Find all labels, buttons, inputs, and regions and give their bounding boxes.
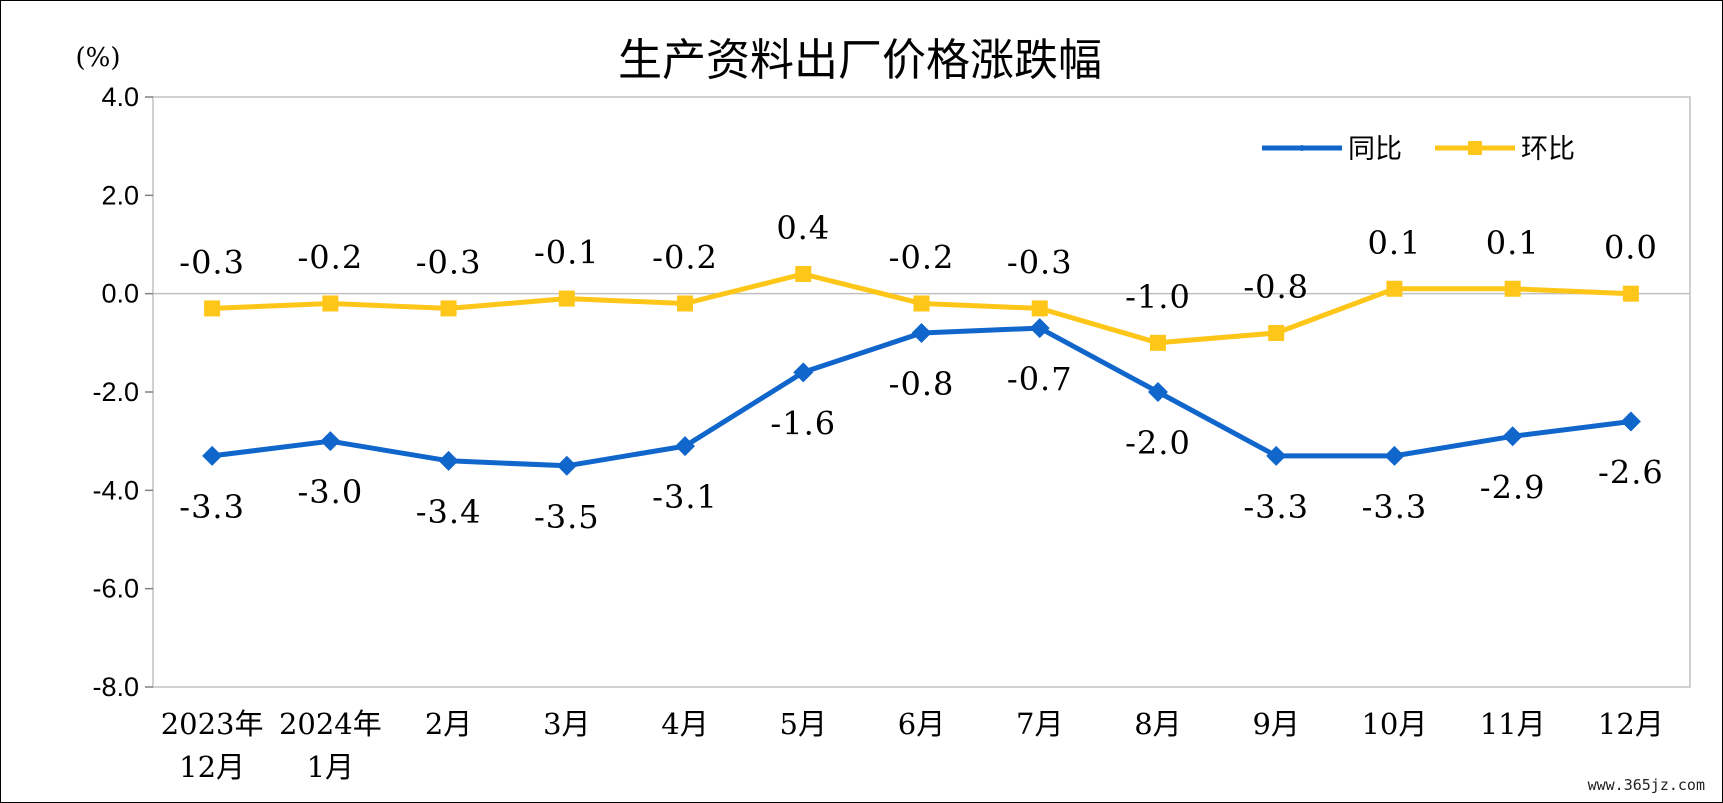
data-point-square [322, 295, 339, 312]
data-point-diamond [202, 445, 223, 466]
legend-item-huanbi: 环比 [1435, 134, 1575, 165]
data-point-diamond [1502, 426, 1523, 447]
y-tick-label: -6.0 [92, 574, 139, 604]
legend: 同比 环比 [1262, 134, 1575, 165]
legend-marker-huanbi [1468, 141, 1482, 155]
data-label: -2.0 [1125, 424, 1191, 462]
data-label: 0.1 [1486, 224, 1540, 262]
data-label: -0.8 [889, 365, 955, 403]
x-tick-label: 5月 [780, 707, 827, 741]
data-point-square [1504, 280, 1521, 297]
x-tick-label: 4月 [661, 707, 708, 741]
y-tick-label: 4.0 [101, 82, 139, 112]
data-point-square [1622, 285, 1639, 302]
data-label: -0.2 [297, 239, 363, 277]
chart-title: 生产资料出厂价格涨跌幅 [618, 35, 1102, 86]
y-tick-label: 0.0 [101, 279, 139, 309]
data-label: -3.3 [179, 488, 245, 526]
x-tick-label: 11月 [1480, 707, 1546, 741]
data-point-diamond [1266, 445, 1287, 466]
data-point-diamond [438, 450, 459, 471]
data-label: -2.9 [1480, 468, 1546, 506]
y-tick-label: 2.0 [101, 180, 139, 210]
data-point-square [558, 290, 575, 307]
x-tick-label: 2月 [425, 707, 472, 741]
y-axis: 4.0 2.0 0.0 -2.0 -4.0 -6.0 -8.0 [92, 82, 153, 702]
data-label: 0.4 [776, 209, 830, 247]
y-axis-unit: (%) [76, 43, 121, 73]
y-tick-label: -8.0 [92, 672, 139, 702]
x-tick-label: 1月 [307, 750, 354, 784]
legend-label-huanbi: 环比 [1521, 134, 1575, 165]
data-label: -0.3 [416, 243, 482, 281]
data-label: -3.4 [416, 493, 482, 531]
data-label: -3.5 [534, 498, 600, 536]
legend-label-tongbi: 同比 [1348, 134, 1402, 165]
x-tick-label: 12月 [1598, 707, 1664, 741]
data-point-diamond [320, 431, 341, 452]
data-point-diamond [911, 323, 932, 343]
data-label: -3.3 [1243, 488, 1309, 526]
legend-item-tongbi: 同比 [1262, 134, 1402, 165]
x-tick-label: 2023年 [161, 707, 264, 741]
x-tick-label: 7月 [1016, 707, 1063, 741]
y-tick-label: -4.0 [92, 475, 139, 505]
data-point-diamond [556, 455, 577, 476]
x-tick-label: 8月 [1134, 707, 1181, 741]
data-label: -1.0 [1125, 278, 1191, 316]
data-point-diamond [1384, 445, 1405, 466]
data-point-square [1268, 325, 1285, 341]
data-point-square [795, 266, 812, 282]
data-point-square [204, 300, 221, 317]
data-label: -1.6 [770, 404, 836, 442]
data-label: -0.8 [1243, 268, 1309, 306]
data-label: -3.1 [652, 478, 718, 516]
data-point-square [913, 295, 930, 312]
data-label: -0.7 [1007, 360, 1073, 398]
data-label: -2.6 [1598, 454, 1664, 492]
x-axis: 2023年 12月 2024年 1月 2月 3月 4月 5月 6月 7月 8月 9月 10月 11月 12月 [161, 707, 1664, 784]
x-tick-label: 3月 [543, 707, 590, 741]
data-point-square [1149, 334, 1166, 351]
data-point-square [1386, 280, 1403, 297]
y-tick-label: -2.0 [92, 377, 139, 407]
data-point-diamond [793, 362, 814, 383]
data-label: 0.0 [1604, 229, 1658, 267]
watermark: www.365jz.com [1588, 776, 1705, 794]
data-label: -0.3 [1007, 243, 1073, 281]
data-label: -0.2 [652, 239, 718, 277]
data-label: 0.1 [1367, 224, 1421, 262]
x-tick-label: 12月 [179, 750, 245, 784]
data-label: -3.0 [297, 473, 363, 511]
x-tick-label: 2024年 [279, 707, 382, 741]
data-label: -0.3 [179, 243, 245, 281]
data-point-diamond [1029, 318, 1050, 339]
data-point-square [1031, 300, 1048, 317]
data-label: -3.3 [1362, 488, 1428, 526]
data-label: -0.2 [889, 239, 955, 277]
data-labels: -3.3 -3.0 -3.4 -3.5 -3.1 -1.6 -0.8 -0.7 -2.0 -3.3… [179, 209, 1664, 536]
x-tick-label: 6月 [898, 707, 945, 741]
data-point-square [440, 300, 457, 317]
data-point-diamond [1620, 411, 1641, 432]
data-point-diamond [675, 436, 696, 457]
x-tick-label: 9月 [1252, 707, 1299, 741]
legend-marker-tongbi [1299, 145, 1305, 151]
data-label: -0.1 [534, 234, 600, 272]
x-tick-label: 10月 [1361, 707, 1427, 741]
data-point-diamond [1147, 382, 1168, 402]
series-layer [202, 266, 1641, 476]
data-point-square [677, 295, 694, 312]
